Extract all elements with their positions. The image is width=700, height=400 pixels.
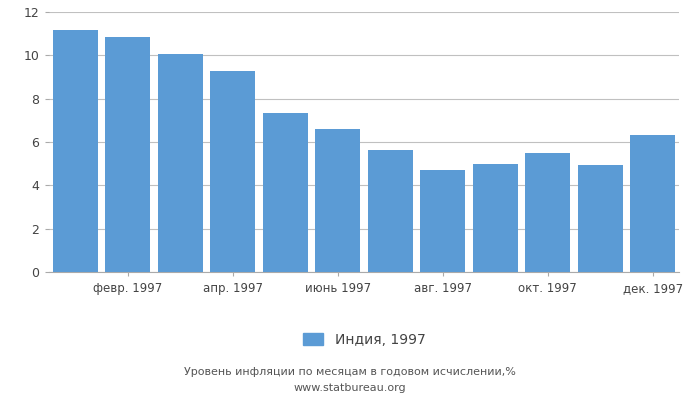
Bar [53,30,97,272]
Bar [211,71,255,272]
Bar [263,113,307,272]
Bar [158,54,202,272]
Text: Уровень инфляции по месяцам в годовом исчислении,%: Уровень инфляции по месяцам в годовом ис… [184,367,516,377]
Bar [106,37,150,272]
Bar [316,129,360,272]
Bar [421,170,465,272]
Text: www.statbureau.org: www.statbureau.org [294,383,406,393]
Legend: Индия, 1997: Индия, 1997 [295,326,433,354]
Bar [526,153,570,272]
Bar [631,135,675,272]
Bar [578,165,622,272]
Bar [368,150,412,272]
Bar [473,164,517,272]
